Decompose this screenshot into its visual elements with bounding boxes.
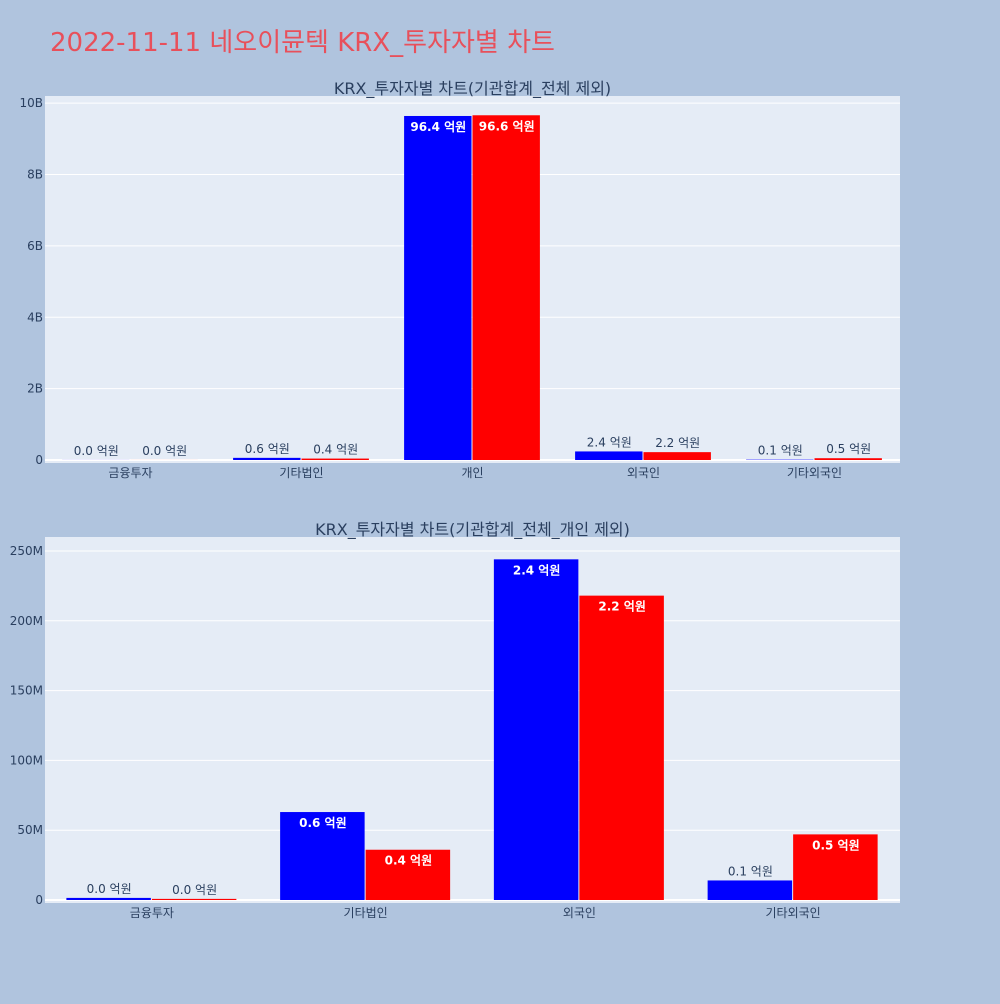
x-tick-label: 금융투자: [130, 906, 174, 920]
y-tick-label: 250M: [10, 544, 43, 558]
data-label: 0.6 억원: [245, 442, 290, 456]
x-tick-label: 외국인: [627, 466, 660, 480]
chart-panel-2: 0 50M 100M 150M 200M 250M KRX_투자자별 차트(기관합계_전체_…: [10, 520, 900, 920]
bar: [152, 899, 237, 900]
data-label: 0.1 억원: [728, 864, 773, 878]
bar: [579, 596, 664, 900]
y-tick-label: 0: [35, 893, 43, 907]
chart-title: KRX_투자자별 차트(기관합계_전체_개인 제외): [315, 520, 630, 540]
data-label: 0.5 억원: [826, 442, 871, 456]
y-tick-label: 10B: [19, 96, 43, 110]
y-tick-label: 4B: [27, 310, 43, 324]
y-tick-label: 50M: [17, 823, 43, 837]
y-tick-label: 150M: [10, 684, 43, 698]
x-tick-label: 외국인: [563, 906, 596, 920]
bar: [302, 459, 369, 460]
y-tick-label: 0: [35, 453, 43, 467]
x-tick-label: 개인: [461, 466, 483, 480]
y-tick-label: 2B: [27, 382, 43, 396]
data-label: 0.0 억원: [142, 444, 187, 458]
data-label: 2.2 억원: [598, 600, 646, 614]
y-tick-label: 6B: [27, 239, 43, 253]
x-tick-label: 기타외국인: [766, 906, 821, 920]
data-label: 0.0 억원: [172, 883, 217, 897]
data-label: 0.4 억원: [313, 443, 358, 457]
data-label: 0.5 억원: [812, 838, 860, 852]
chart-title: KRX_투자자별 차트(기관합계_전체 제외): [334, 79, 611, 99]
bar: [404, 116, 471, 460]
x-tick-label: 기타법인: [344, 906, 388, 920]
bar: [708, 880, 793, 900]
data-label: 0.6 억원: [299, 816, 347, 830]
bar: [473, 115, 540, 460]
data-label: 0.1 억원: [758, 444, 803, 458]
bar: [494, 559, 579, 900]
x-tick-label: 기타외국인: [787, 466, 842, 480]
data-label: 0.4 억원: [385, 854, 433, 868]
y-tick-label: 100M: [10, 753, 43, 767]
bar: [233, 458, 300, 460]
y-tick-label: 200M: [10, 614, 43, 628]
data-label: 0.0 억원: [74, 444, 119, 458]
data-label: 2.4 억원: [587, 435, 632, 449]
data-label: 0.0 억원: [87, 882, 132, 896]
bar: [575, 451, 642, 460]
data-label: 2.4 억원: [513, 563, 561, 577]
plot-area: [45, 537, 900, 903]
data-label: 2.2 억원: [655, 436, 700, 450]
main-title: 2022-11-11 네오이뮨텍 KRX_투자자별 차트: [50, 22, 555, 59]
chart-panel-1: 0 2B 4B 6B 8B 10B KRX_투자자별 차트(기관합계_전체 제외) 금융투자 0…: [19, 79, 900, 480]
x-tick-label: 기타법인: [279, 466, 323, 480]
data-label: 96.6 억원: [479, 119, 535, 133]
bar: [815, 458, 882, 460]
y-tick-label: 8B: [27, 168, 43, 182]
data-label: 96.4 억원: [410, 120, 466, 134]
bar: [66, 898, 151, 900]
bar: [644, 452, 711, 460]
x-tick-label: 금융투자: [108, 466, 152, 480]
